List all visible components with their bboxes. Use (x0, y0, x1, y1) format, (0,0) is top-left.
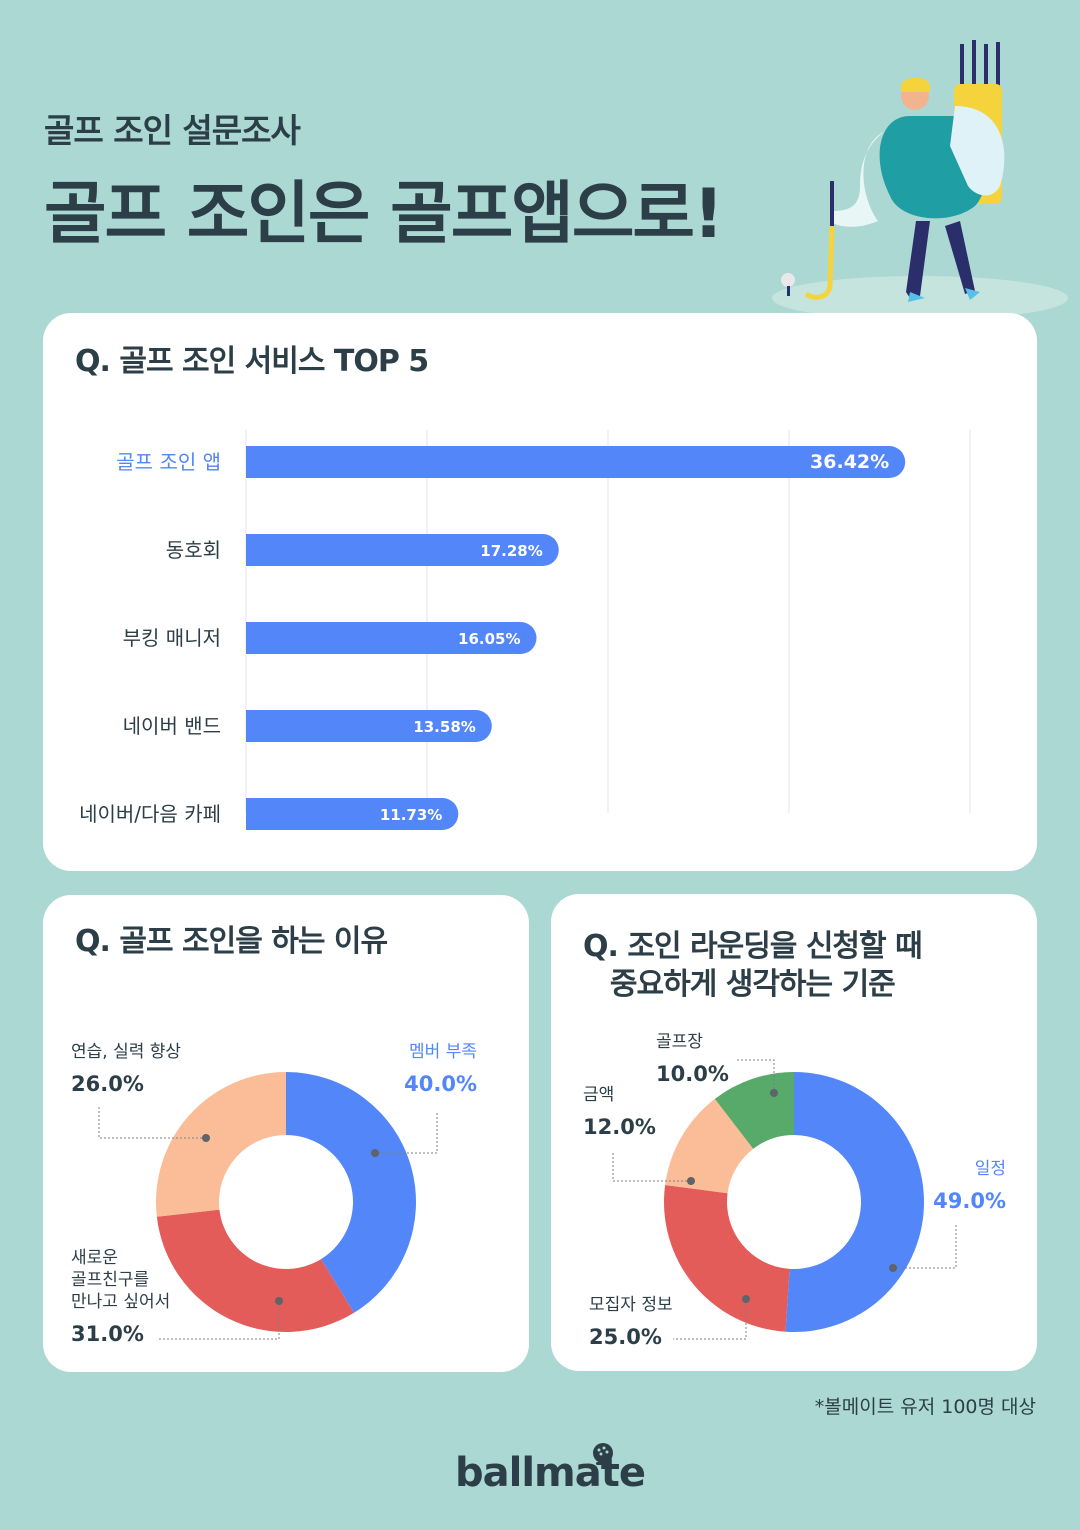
bar-value-label: 11.73% (380, 806, 442, 824)
bar-value-label: 13.58% (413, 718, 475, 736)
bar-mark (246, 798, 459, 830)
bar-category-label: 네이버/다음 카페 (79, 802, 221, 826)
donut-slice-label: 연습, 실력 향상 (71, 1042, 181, 1062)
donut-slice-label: 모집자 정보 (589, 1295, 673, 1315)
golfer-illustration (772, 40, 1068, 320)
donut-slice-label: 만나고 싶어서 (71, 1292, 170, 1312)
donut-connector (375, 1113, 438, 1154)
bar-category-label: 부킹 매니저 (123, 626, 221, 650)
bar-category-label: 골프 조인 앱 (116, 450, 221, 474)
donut-slice-value: 25.0% (589, 1325, 662, 1349)
bar-chart-title: Q. 골프 조인 서비스 TOP 5 (75, 344, 429, 379)
donut-connector-dot (202, 1134, 210, 1142)
donut-slice-value: 31.0% (71, 1322, 144, 1346)
donut-slice-label: 새로운 (71, 1248, 118, 1268)
bar-value-label: 36.42% (810, 451, 889, 473)
survey-footnote: *볼메이트 유저 100명 대상 (814, 1396, 1036, 1418)
golf-ball-logo-icon (593, 1443, 613, 1465)
criteria-donut-title: Q. 조인 라운딩을 신청할 때 중요하게 생각하는 기준 (583, 929, 923, 1002)
criteria-donut-card: Q. 조인 라운딩을 신청할 때 중요하게 생각하는 기준 일정 49.0% 모집자… (551, 894, 1037, 1371)
bar-category-label: 네이버 밴드 (123, 714, 221, 738)
donut-slice-label: 금액 (583, 1085, 614, 1105)
donut-connector-dot (687, 1177, 695, 1185)
donut-slice-label: 멤버 부족 (409, 1042, 477, 1062)
donut-slice (286, 1072, 416, 1313)
donut-slice (785, 1072, 925, 1332)
bar-mark (246, 710, 492, 742)
bar-category-label: 동호회 (166, 538, 221, 562)
donut-connector (673, 1299, 747, 1340)
donut-connector-dot (770, 1089, 778, 1097)
donut-slice-label: 골프장 (656, 1032, 703, 1052)
donut-connector (612, 1152, 691, 1182)
reason-donut-card: Q. 골프 조인을 하는 이유 멤버 부족 40.0% 새로운 골프친구를 만나고 싶어… (43, 895, 529, 1372)
donut-connector-dot (889, 1264, 897, 1272)
donut-slice-value: 26.0% (71, 1072, 144, 1096)
page-subtitle: 골프 조인 설문조사 (44, 111, 301, 150)
donut-connector-dot (371, 1149, 379, 1157)
reason-donut-title: Q. 골프 조인을 하는 이유 (75, 924, 388, 959)
donut-slice (156, 1209, 355, 1332)
brand-logo: ballmate (455, 1450, 646, 1496)
donut-connector (736, 1059, 775, 1093)
donut-slice-value: 49.0% (933, 1189, 1006, 1213)
donut-slice (156, 1072, 286, 1217)
bar-mark (246, 622, 537, 654)
donut-slice-label: 일정 (975, 1159, 1006, 1179)
donut-connector (893, 1224, 957, 1269)
donut-slice-value: 10.0% (656, 1062, 729, 1086)
bar-value-label: 16.05% (458, 630, 520, 648)
donut-connector-dot (742, 1295, 750, 1303)
bar-mark (246, 534, 559, 566)
bar-mark (246, 446, 906, 478)
donut-connector-dot (275, 1297, 283, 1305)
bar-value-label: 17.28% (480, 542, 542, 560)
donut-slice (665, 1098, 754, 1194)
donut-slice-label: 골프친구를 (71, 1270, 149, 1290)
criteria-donut-chart: 일정 49.0% 모집자 정보 25.0% 금액 12.0% 골프장 10.0% (583, 1032, 1006, 1349)
bar-chart-card: Q. 골프 조인 서비스 TOP 5 36.42% 골프 조인 앱 17.28% 동호… (43, 313, 1037, 871)
donut-connector (158, 1301, 280, 1340)
donut-slice-value: 40.0% (404, 1072, 477, 1096)
bar-chart: 36.42% 골프 조인 앱 17.28% 동호회 16.05% 부킹 매니저 13.58%… (79, 430, 971, 830)
page-title: 골프 조인은 골프앱으로! (44, 175, 724, 254)
donut-slice (664, 1185, 790, 1332)
donut-slice-value: 12.0% (583, 1115, 656, 1139)
